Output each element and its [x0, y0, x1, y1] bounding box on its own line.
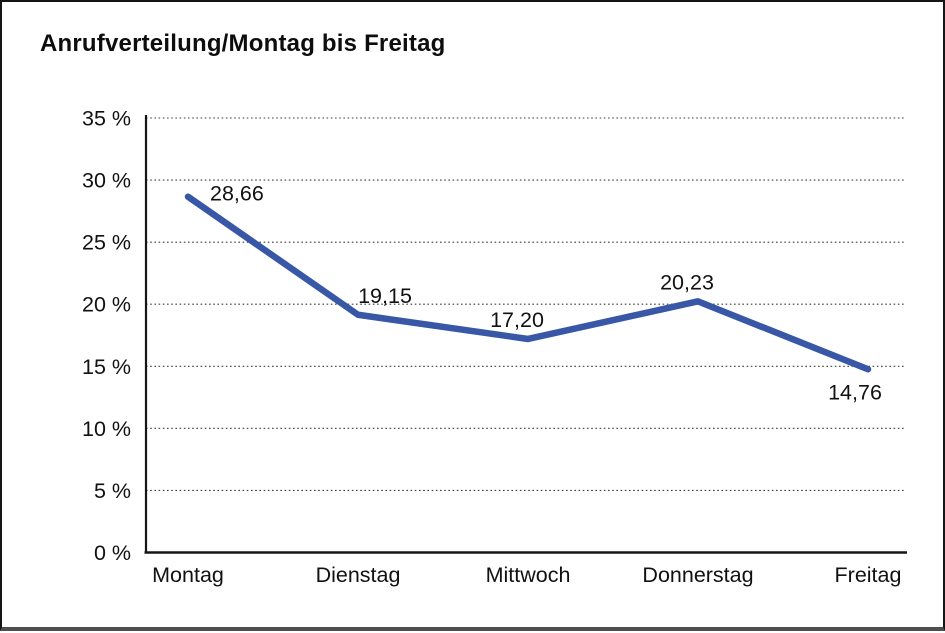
x-category-label: Montag — [152, 563, 224, 587]
chart-title: Anrufverteilung/Montag bis Freitag — [40, 30, 446, 57]
y-tick-label: 25 % — [82, 231, 131, 255]
x-category-label: Dienstag — [316, 563, 401, 587]
data-point-label: 20,23 — [660, 270, 714, 294]
x-category-label: Mittwoch — [486, 563, 571, 587]
y-tick-label: 10 % — [82, 417, 131, 441]
y-tick-label: 15 % — [82, 355, 131, 379]
x-category-label: Donnerstag — [642, 563, 753, 587]
data-point-label: 14,76 — [828, 380, 882, 404]
data-series-line — [184, 193, 872, 373]
y-tick-label: 0 % — [94, 541, 131, 565]
y-tick-label: 30 % — [82, 169, 131, 193]
data-point-label: 28,66 — [210, 182, 264, 206]
y-tick-label: 35 % — [82, 107, 131, 131]
y-tick-label: 5 % — [94, 479, 131, 503]
data-point-label: 19,15 — [358, 284, 412, 308]
x-category-label: Freitag — [835, 563, 902, 587]
data-point-label: 17,20 — [490, 308, 544, 332]
y-tick-label: 20 % — [82, 293, 131, 317]
